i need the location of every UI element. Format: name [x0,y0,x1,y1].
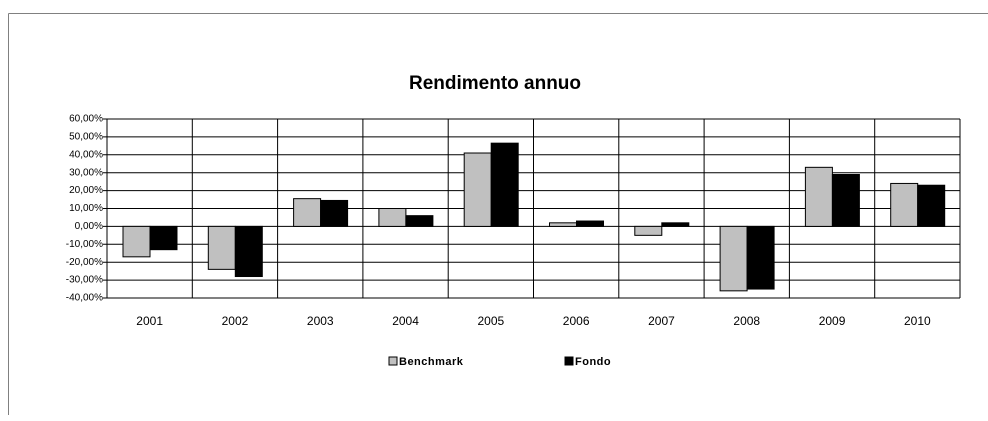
y-tick-label: 20,00% [69,185,103,196]
x-tick-label: 2007 [648,314,675,328]
x-tick-label: 2008 [733,314,760,328]
chart-title: Rendimento annuo [409,73,581,94]
y-tick-label: 60,00% [69,114,103,125]
bar [576,220,604,227]
y-tick-label: -30,00% [66,275,103,286]
bar [293,198,322,227]
y-tick-label: 10,00% [69,203,103,214]
y-tick-label: -10,00% [66,239,103,250]
bar [831,173,860,227]
bar [634,225,663,236]
bar [746,225,775,290]
bar [549,222,577,227]
x-tick-label: 2006 [563,314,590,328]
x-tick-label: 2009 [819,314,846,328]
y-tick-label: 40,00% [69,149,103,160]
y-tick-label: -40,00% [66,293,103,304]
bar [234,225,263,278]
bar [320,199,349,227]
x-tick-label: 2002 [222,314,249,328]
bar [149,225,178,251]
bar [207,225,236,270]
bar [490,142,519,227]
y-tick-label: 30,00% [69,167,103,178]
x-tick-label: 2004 [392,314,419,328]
legend-swatch [388,356,398,366]
x-tick-label: 2005 [477,314,504,328]
y-tick-label: 0,00% [75,221,103,232]
bar [378,208,407,227]
bar [122,225,151,258]
y-tick-label: -20,00% [66,257,103,268]
legend-label: Benchmark [399,356,464,368]
bar [661,222,690,227]
x-tick-label: 2001 [136,314,163,328]
legend-label: Fondo [575,356,611,368]
bar [719,225,748,292]
bar [804,166,833,227]
legend-swatch [564,356,574,366]
y-tick-label: 50,00% [69,132,103,143]
bar [890,182,919,227]
x-tick-label: 2003 [307,314,334,328]
bar [463,152,492,227]
bar [405,215,434,227]
bar [917,184,946,227]
x-tick-label: 2010 [904,314,931,328]
